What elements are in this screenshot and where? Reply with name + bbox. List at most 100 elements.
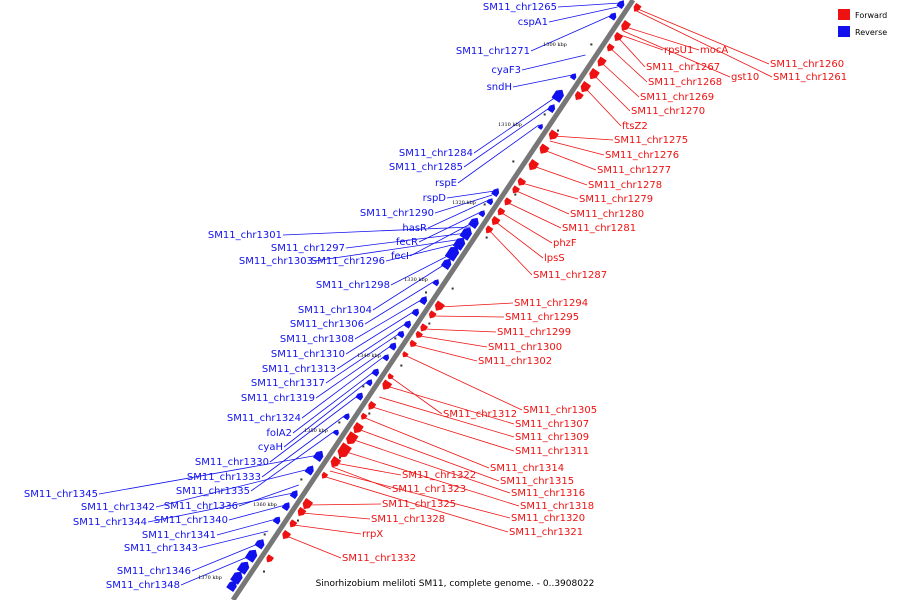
gene-feature[interactable] — [551, 89, 564, 103]
gene-label[interactable]: SM11_chr1345 — [24, 489, 98, 500]
gene-label[interactable]: SM11_chr1343 — [124, 543, 198, 554]
gene-label[interactable]: SM11_chr1280 — [570, 209, 644, 220]
gene-feature[interactable] — [580, 80, 592, 93]
gene-feature[interactable] — [491, 188, 500, 198]
gene-feature[interactable] — [478, 210, 486, 218]
gene-label[interactable]: SM11_chr1268 — [648, 77, 722, 88]
gene-label[interactable]: SM11_chr1332 — [342, 553, 416, 564]
gene-feature[interactable] — [282, 529, 292, 540]
gene-label[interactable]: SM11_chr1267 — [646, 62, 720, 73]
gene-feature[interactable] — [633, 2, 642, 12]
gene-feature[interactable] — [569, 73, 577, 81]
gene-label[interactable]: rpsU1 — [664, 45, 693, 56]
gene-label[interactable]: SM11_chr1315 — [500, 476, 574, 487]
gene-feature[interactable] — [614, 31, 624, 42]
gene-feature[interactable] — [574, 90, 584, 101]
gene-feature[interactable] — [365, 379, 373, 387]
gene-label[interactable]: lpsS — [544, 253, 565, 264]
gene-label[interactable]: SM11_chr1304 — [298, 305, 372, 316]
gene-feature[interactable] — [226, 580, 237, 593]
gene-feature[interactable] — [621, 19, 632, 31]
gene-feature[interactable] — [388, 342, 397, 351]
gene-label[interactable]: SM11_chr1276 — [605, 150, 679, 161]
gene-feature[interactable] — [254, 539, 265, 550]
gene-label[interactable]: SM11_chr1348 — [106, 580, 180, 591]
gene-label[interactable]: SM11_chr1270 — [631, 106, 705, 117]
gene-feature[interactable] — [444, 246, 460, 262]
gene-label[interactable]: SM11_chr1316 — [511, 488, 585, 499]
gene-feature[interactable] — [343, 413, 350, 421]
gene-label[interactable]: SM11_chr1290 — [360, 208, 434, 219]
gene-feature[interactable] — [302, 497, 314, 510]
gene-feature[interactable] — [402, 351, 409, 358]
gene-feature[interactable] — [616, 0, 625, 10]
gene-feature[interactable] — [355, 392, 364, 401]
gene-feature[interactable] — [371, 368, 380, 377]
gene-label[interactable]: SM11_chr1322 — [402, 470, 476, 481]
gene-feature[interactable] — [486, 198, 494, 206]
gene-label[interactable]: folA2 — [266, 428, 292, 439]
gene-feature[interactable] — [321, 471, 329, 479]
gene-label[interactable]: SM11_chr1330 — [195, 457, 269, 468]
gene-label[interactable]: SM11_chr1336 — [164, 501, 238, 512]
gene-label[interactable]: cyaH — [258, 442, 283, 453]
gene-feature[interactable] — [289, 519, 298, 528]
gene-feature[interactable] — [396, 331, 405, 339]
gene-feature[interactable] — [537, 123, 543, 130]
gene-label[interactable]: SM11_chr1305 — [523, 405, 597, 416]
gene-feature[interactable] — [434, 300, 445, 311]
gene-label[interactable]: SM11_chr1297 — [271, 243, 345, 254]
gene-feature[interactable] — [297, 506, 307, 517]
gene-label[interactable]: gst10 — [731, 72, 759, 83]
gene-feature[interactable] — [419, 296, 428, 306]
gene-label[interactable]: SM11_chr1306 — [290, 319, 364, 330]
gene-label[interactable]: rrpX — [362, 529, 383, 540]
gene-feature[interactable] — [272, 516, 281, 525]
gene-feature[interactable] — [606, 43, 615, 52]
gene-feature[interactable] — [289, 490, 298, 500]
gene-label[interactable]: fecI — [391, 251, 409, 262]
gene-feature[interactable] — [517, 177, 527, 186]
gene-label[interactable]: rspE — [435, 178, 457, 189]
gene-label[interactable]: SM11_chr1317 — [251, 378, 325, 389]
gene-feature[interactable] — [597, 56, 607, 67]
gene-feature[interactable] — [548, 129, 559, 140]
gene-label[interactable]: SM11_chr1333 — [187, 472, 261, 483]
gene-label[interactable]: phzF — [553, 238, 577, 249]
gene-feature[interactable] — [360, 412, 368, 420]
gene-label[interactable]: SM11_chr1325 — [382, 499, 456, 510]
gene-feature[interactable] — [368, 400, 377, 410]
gene-label[interactable]: SM11_chr1335 — [176, 486, 250, 497]
gene-label[interactable]: SM11_chr1308 — [280, 334, 354, 345]
gene-feature[interactable] — [304, 465, 314, 476]
gene-label[interactable]: SM11_chr1269 — [640, 92, 714, 103]
gene-label[interactable]: hasR — [402, 223, 427, 234]
gene-feature[interactable] — [266, 554, 275, 563]
gene-label[interactable]: SM11_chr1300 — [488, 342, 562, 353]
gene-feature[interactable] — [512, 185, 521, 194]
gene-label[interactable]: ftsZ2 — [622, 121, 648, 132]
gene-feature[interactable] — [539, 143, 550, 154]
gene-label[interactable]: SM11_chr1310 — [271, 349, 345, 360]
gene-label[interactable]: SM11_chr1301 — [208, 230, 282, 241]
gene-feature[interactable] — [432, 279, 440, 287]
gene-feature[interactable] — [608, 12, 617, 21]
gene-label[interactable]: SM11_chr1321 — [509, 527, 583, 538]
gene-feature[interactable] — [337, 442, 352, 458]
gene-feature[interactable] — [415, 330, 424, 338]
gene-label[interactable]: SM11_chr1324 — [227, 413, 301, 424]
gene-label[interactable]: cyaF3 — [491, 65, 521, 76]
gene-feature[interactable] — [409, 339, 418, 347]
gene-feature[interactable] — [244, 549, 258, 563]
gene-label[interactable]: SM11_chr1303 — [239, 256, 313, 267]
gene-label[interactable]: SM11_chr1312 — [443, 409, 517, 420]
gene-label[interactable]: SM11_chr1346 — [117, 566, 191, 577]
gene-label[interactable]: SM11_chr1328 — [371, 514, 445, 525]
gene-label[interactable]: cspA1 — [518, 17, 548, 28]
gene-feature[interactable] — [459, 227, 472, 241]
gene-label[interactable]: SM11_chr1298 — [316, 280, 390, 291]
gene-feature[interactable] — [420, 323, 429, 332]
gene-label[interactable]: SM11_chr1309 — [515, 432, 589, 443]
gene-label[interactable]: SM11_chr1307 — [515, 419, 589, 430]
gene-feature[interactable] — [497, 207, 506, 216]
